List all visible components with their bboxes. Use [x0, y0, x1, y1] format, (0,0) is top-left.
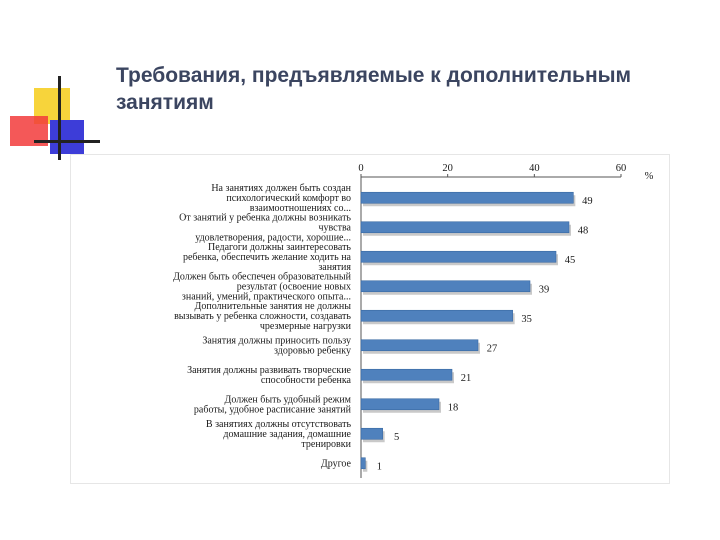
category-label-line: домашние задания, домашние — [223, 429, 351, 440]
category-label: Должен быть обеспечен образовательный рез… — [173, 271, 352, 302]
category-label-line: Дополнительные занятия не должны — [195, 301, 352, 312]
decor-blue-square — [50, 120, 84, 154]
bar — [360, 250, 557, 263]
bar-value-label: 18 — [448, 402, 459, 413]
x-tick-label: 60 — [616, 163, 627, 174]
category-label: Дополнительные занятия не должны вызывать… — [174, 301, 352, 332]
category-label-line: здоровью ребенку — [274, 345, 351, 356]
category-label-line: От занятий у ребенка должны возникать — [179, 212, 351, 223]
bar-value-label: 27 — [487, 343, 498, 354]
bar-value-label: 21 — [461, 373, 472, 384]
bar — [360, 339, 479, 352]
category-label-line: Должен быть удобный режим — [225, 394, 352, 405]
category-label-line: удовлетворения, радости, хорошие... — [195, 232, 351, 243]
bar-value-label: 39 — [539, 284, 550, 295]
bar-value-label: 35 — [521, 314, 532, 325]
bar — [360, 457, 366, 470]
category-label: От занятий у ребенка должны возникать чув… — [179, 212, 351, 243]
category-label: Занятия должны развивать творческие спосо… — [187, 365, 351, 386]
bar-value-label: 1 — [377, 461, 382, 472]
category-label-line: занятия — [318, 262, 351, 273]
category-label: В занятиях должны отсутствовать домашние … — [206, 419, 352, 450]
bar — [360, 280, 531, 293]
x-axis-unit-label: % — [645, 171, 654, 182]
bar-value-label: 49 — [582, 196, 593, 207]
category-label-line: тренировки — [301, 439, 351, 450]
bar — [360, 427, 383, 440]
category-label-line: ребенка, обеспечить желание ходить на — [183, 252, 352, 263]
category-label-line: Другое — [321, 458, 352, 469]
category-label-line: вызывать у ребенка сложности, создавать — [174, 311, 351, 322]
category-label: Должен быть удобный режим работы, удобное… — [194, 394, 352, 415]
bar — [360, 191, 574, 204]
category-label-line: работы, удобное расписание занятий — [194, 404, 352, 415]
decor-horizontal-line — [34, 140, 100, 143]
category-label-line: знаний, умений, практического опыта... — [182, 291, 351, 302]
category-label-line: В занятиях должны отсутствовать — [206, 419, 352, 430]
x-tick-label: 0 — [358, 163, 363, 174]
chart-frame: 0 20 40 60% 49 На занятиях должен быть создан… — [70, 154, 670, 484]
bar — [360, 309, 513, 322]
category-label-line: способности ребенка — [261, 375, 352, 386]
category-label: Занятия должны приносить пользу здоровью … — [202, 335, 351, 356]
category-label-line: чрезмерные нагрузки — [260, 321, 352, 332]
x-tick-label: 20 — [442, 163, 453, 174]
category-label-line: чувства — [318, 222, 351, 233]
x-tick-label: 40 — [529, 163, 540, 174]
bar-value-label: 45 — [565, 255, 576, 266]
category-label: Другое — [321, 458, 352, 469]
category-label-line: Должен быть обеспечен образовательный — [173, 271, 352, 282]
category-label-line: Занятия должны развивать творческие — [187, 365, 351, 376]
category-label: На занятиях должен быть создан психологич… — [211, 183, 351, 214]
bar — [360, 368, 453, 381]
category-label-line: Занятия должны приносить пользу — [202, 335, 351, 346]
bar — [360, 221, 570, 234]
slide-title: Требования, предъявляемые к дополнительн… — [116, 64, 632, 114]
category-label: Педагоги должны заинтересовать ребенка, о… — [183, 242, 352, 273]
category-label-line: взаимоотношениях со... — [250, 203, 351, 214]
bar-value-label: 5 — [394, 432, 399, 443]
bar-chart: 0 20 40 60% 49 На занятиях должен быть создан… — [173, 163, 654, 478]
category-label-line: Педагоги должны заинтересовать — [208, 242, 351, 253]
category-label-line: психологический комфорт во — [226, 193, 351, 204]
decor-vertical-line — [58, 76, 61, 160]
category-label-line: На занятиях должен быть создан — [211, 183, 351, 194]
bar — [360, 398, 440, 411]
bar-value-label: 48 — [578, 225, 589, 236]
category-label-line: результат (освоение новых — [237, 281, 351, 292]
